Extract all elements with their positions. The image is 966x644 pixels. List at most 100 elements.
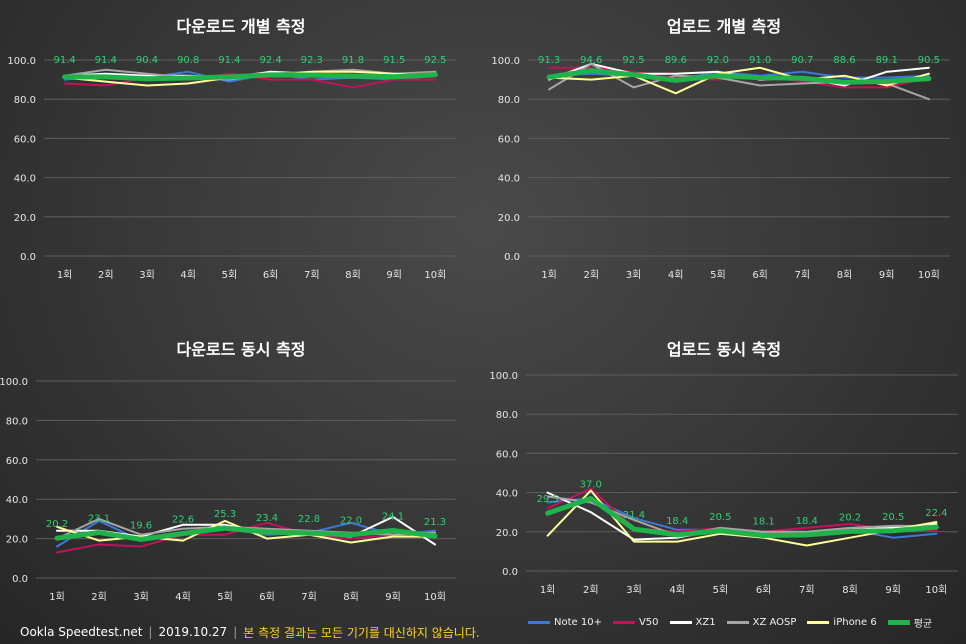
x-tick-label: 9회: [879, 269, 895, 281]
x-tick-label: 6회: [752, 269, 768, 281]
x-tick-label: 1회: [49, 591, 65, 603]
x-tick-label: 6회: [756, 584, 772, 596]
x-tick-label: 3회: [626, 584, 642, 596]
legend-label: XZ AOSP: [752, 617, 797, 628]
footer-date: 2019.10.27: [158, 625, 228, 639]
x-tick-label: 10회: [925, 584, 947, 596]
legend-item: V50: [612, 617, 659, 628]
data-label: 25.3: [214, 509, 236, 520]
data-label: 20.5: [882, 512, 904, 523]
x-tick-label: 8회: [842, 584, 858, 596]
data-label: 91.4: [53, 55, 75, 66]
data-label: 21.4: [623, 510, 645, 521]
x-tick-label: 6회: [259, 591, 275, 603]
series-line-평균: [54, 525, 438, 542]
x-tick-label: 3회: [626, 269, 642, 281]
x-tick-label: 5회: [217, 591, 233, 603]
data-label: 92.3: [301, 55, 323, 66]
data-label: 18.4: [796, 516, 818, 527]
y-tick-label: 0.0: [502, 567, 518, 578]
legend-swatch: [612, 621, 635, 624]
y-tick-label: 20.0: [496, 528, 518, 539]
legend-label: XZ1: [695, 617, 716, 628]
data-label: 21.3: [424, 517, 446, 528]
data-label: 91.3: [538, 55, 560, 66]
data-label: 22.6: [172, 514, 194, 525]
data-label: 90.4: [136, 55, 158, 66]
data-label: 94.6: [580, 55, 602, 66]
y-tick-label: 40.0: [14, 174, 36, 185]
data-label: 90.7: [791, 55, 813, 66]
x-tick-label: 2회: [98, 269, 114, 281]
x-tick-label: 7회: [304, 269, 320, 281]
x-tick-label: 1회: [57, 269, 73, 281]
legend-label: 평균: [913, 619, 933, 630]
data-label: 92.0: [707, 55, 729, 66]
x-tick-label: 3회: [133, 591, 149, 603]
series-line-평균: [62, 72, 438, 82]
data-label: 29.5: [536, 494, 558, 505]
legend-swatch: [887, 620, 910, 625]
data-label: 90.5: [918, 55, 940, 66]
series-line-평균: [546, 68, 932, 85]
legend: Note 10+ V50 XZ1 XZ AOSP iPhone 6 평균: [528, 615, 943, 630]
data-label: 92.5: [424, 55, 446, 66]
x-tick-label: 10회: [424, 269, 446, 281]
x-tick-label: 10회: [424, 591, 446, 603]
legend-item: XZ AOSP: [726, 617, 797, 628]
legend-item: XZ1: [669, 617, 716, 628]
y-tick-label: 20.0: [6, 535, 28, 546]
x-tick-label: 5회: [713, 584, 729, 596]
legend-item: 평균: [887, 615, 933, 630]
y-tick-label: 40.0: [496, 489, 518, 500]
data-label: 22.0: [340, 516, 362, 527]
footer-separator: |: [148, 625, 153, 639]
x-tick-label: 6회: [263, 269, 279, 281]
y-tick-label: 60.0: [14, 134, 36, 145]
y-tick-label: 60.0: [6, 456, 28, 467]
chart-panel-2: 업로드 개별 측정 0.0 20.0 40.0 60.0 80.0 100.0 1회 2회 3회 4…: [491, 17, 950, 281]
legend-item: Note 10+: [528, 617, 602, 628]
x-tick-label: 10회: [918, 269, 940, 281]
y-tick-label: 100.0: [489, 371, 518, 382]
y-tick-label: 60.0: [498, 134, 520, 145]
y-tick-label: 0.0: [12, 574, 28, 585]
x-tick-label: 2회: [91, 591, 107, 603]
y-tick-label: 40.0: [6, 495, 28, 506]
y-tick-label: 80.0: [6, 416, 28, 427]
y-tick-label: 40.0: [498, 174, 520, 185]
chart-panel-3: 다운로드 동시 측정 0.0 20.0 40.0 60.0 80.0 100.0 1회 2회 3회…: [0, 340, 456, 603]
x-tick-label: 9회: [386, 269, 402, 281]
x-tick-label: 9회: [885, 584, 901, 596]
chart-title: 업로드 동시 측정: [667, 340, 781, 359]
x-tick-label: 4회: [669, 584, 685, 596]
footer-note: 본 측정 결과는 모든 기기를 대신하지 않습니다.: [243, 625, 480, 640]
chart-panel-1: 다운로드 개별 측정 0.0 20.0 40.0 60.0 80.0 100.0 1회 2회 3회…: [7, 17, 456, 281]
data-label: 18.1: [752, 517, 774, 528]
data-label: 89.1: [876, 55, 898, 66]
legend-label: Note 10+: [554, 617, 602, 628]
series-line-평균: [545, 496, 939, 538]
data-label: 91.5: [383, 55, 405, 66]
data-label: 91.4: [218, 55, 240, 66]
chart-title: 업로드 개별 측정: [667, 17, 781, 36]
data-label: 19.6: [130, 520, 152, 531]
legend-swatch: [669, 621, 692, 624]
data-label: 23.4: [256, 513, 278, 524]
x-tick-label: 2회: [583, 584, 599, 596]
legend-swatch: [726, 621, 749, 624]
data-label: 91.0: [749, 55, 771, 66]
x-tick-label: 4회: [180, 269, 196, 281]
x-tick-label: 1회: [540, 584, 556, 596]
data-label: 92.5: [622, 55, 644, 66]
footer-brand: Ookla Speedtest.net: [20, 625, 143, 639]
legend-swatch: [807, 621, 830, 624]
data-label: 91.8: [342, 55, 364, 66]
x-tick-label: 9회: [385, 591, 401, 603]
x-tick-label: 1회: [541, 269, 557, 281]
data-label: 88.6: [833, 55, 855, 66]
data-label: 91.4: [95, 55, 117, 66]
data-label: 90.8: [177, 55, 199, 66]
x-tick-label: 5회: [710, 269, 726, 281]
legend-label: V50: [638, 617, 659, 628]
